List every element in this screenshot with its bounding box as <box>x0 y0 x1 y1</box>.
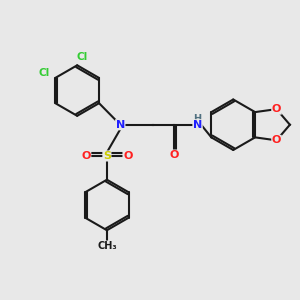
Text: Cl: Cl <box>76 52 87 62</box>
Text: Cl: Cl <box>38 68 50 79</box>
Text: O: O <box>123 151 132 161</box>
Text: CH₃: CH₃ <box>97 241 117 251</box>
Text: O: O <box>272 104 281 114</box>
Text: H: H <box>194 114 202 124</box>
Text: N: N <box>193 120 202 130</box>
Text: S: S <box>103 151 111 161</box>
Text: O: O <box>81 151 91 161</box>
Text: O: O <box>272 135 281 145</box>
Text: O: O <box>169 150 178 160</box>
Text: N: N <box>116 120 125 130</box>
